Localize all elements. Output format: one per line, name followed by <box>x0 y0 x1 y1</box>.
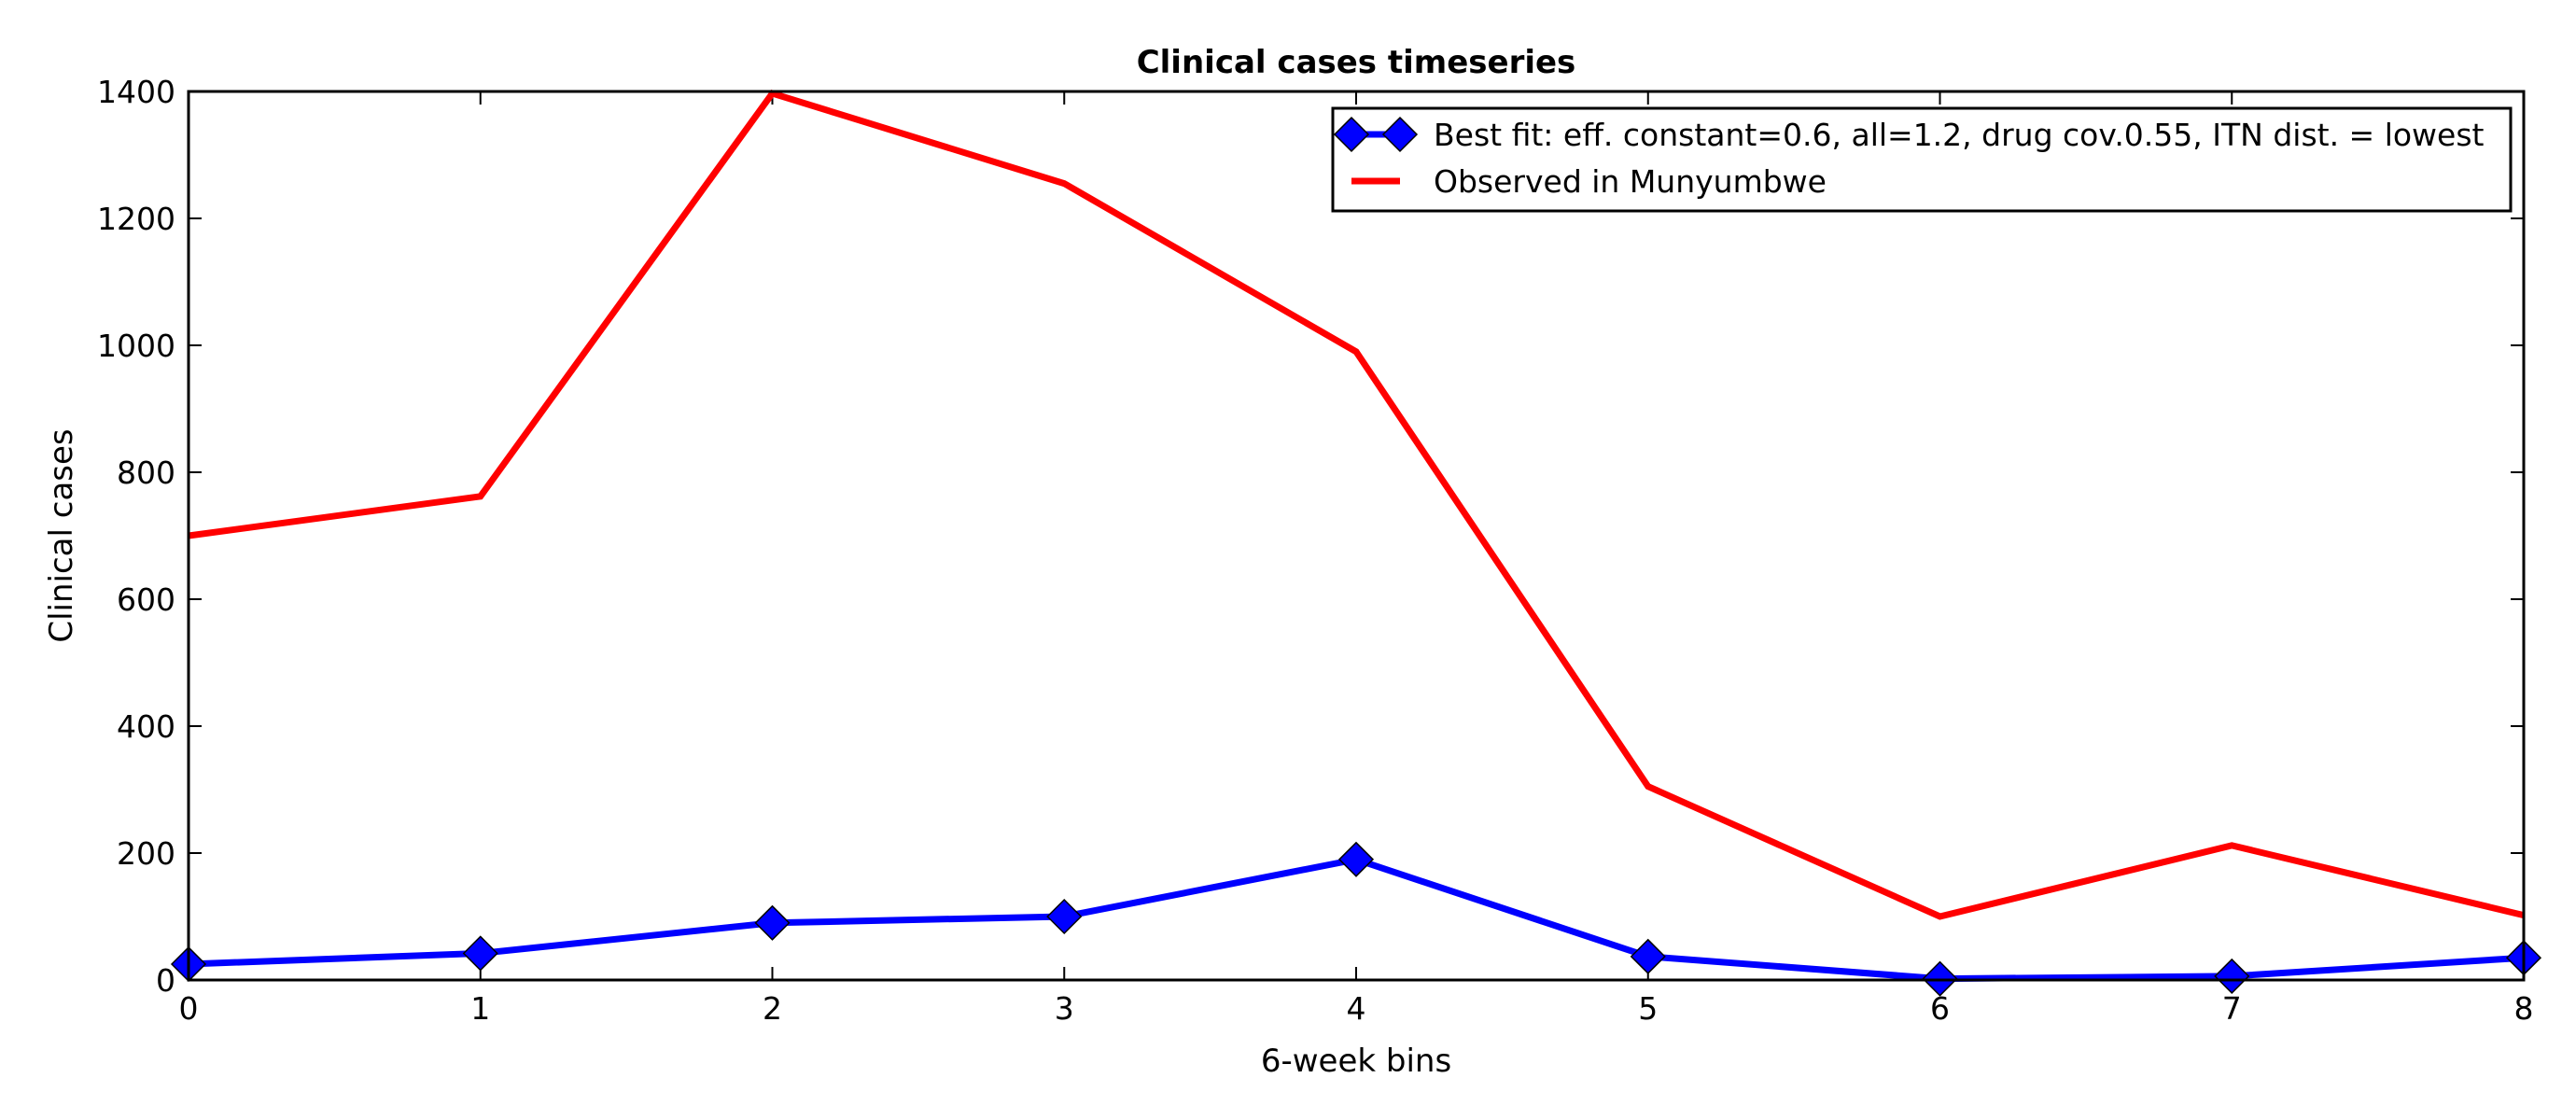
legend-item: Observed in Munyumbwe <box>1351 163 1827 200</box>
data-point <box>2214 958 2250 994</box>
series-line <box>188 856 2525 983</box>
legend-marker <box>1381 116 1419 153</box>
x-tick-label: 3 <box>1055 990 1074 1027</box>
y-tick-label: 1400 <box>97 74 175 110</box>
x-tick-label: 0 <box>179 990 199 1027</box>
x-tick-label: 8 <box>2514 990 2534 1027</box>
legend-marker <box>1333 116 1370 153</box>
y-tick-label: 1200 <box>97 201 175 237</box>
y-tick-label: 600 <box>117 581 175 618</box>
y-tick-label: 0 <box>156 962 175 999</box>
data-point <box>1046 898 1083 935</box>
x-tick-label: 4 <box>1347 990 1366 1027</box>
y-tick-label: 800 <box>117 455 175 491</box>
x-tick-label: 2 <box>763 990 782 1027</box>
y-tick-label: 200 <box>117 835 175 872</box>
data-point <box>1337 841 1375 877</box>
legend: Best fit: eff. constant=0.6, all=1.2, dr… <box>1331 106 2513 213</box>
y-axis-label: Clinical cases <box>43 428 80 642</box>
data-point <box>462 935 498 972</box>
x-axis-label: 6-week bins <box>1261 1043 1451 1080</box>
x-tick-label: 6 <box>1930 990 1950 1027</box>
series-line <box>188 89 2525 920</box>
y-tick-label: 400 <box>117 708 175 745</box>
x-tick-label: 1 <box>470 990 490 1027</box>
legend-label: Observed in Munyumbwe <box>1434 163 1827 200</box>
y-tick-label: 1000 <box>97 328 175 364</box>
series-1 <box>188 89 2525 920</box>
series-layer <box>170 89 2542 997</box>
x-tick-label: 5 <box>1638 990 1658 1027</box>
data-point <box>1630 938 1666 974</box>
data-point <box>754 904 791 941</box>
legend-item: Best fit: eff. constant=0.6, all=1.2, dr… <box>1333 116 2485 153</box>
axis-ticks: 0 1 2 3 4 5 6 7 8 0 200 400 600 800 1000 1200 1400 <box>97 74 2533 1027</box>
plot-frame <box>187 90 2526 982</box>
x-tick-label: 7 <box>2222 990 2242 1027</box>
legend-label: Best fit: eff. constant=0.6, all=1.2, dr… <box>1434 117 2485 153</box>
chart-title: Clinical cases timeseries <box>1137 44 1576 81</box>
legend-box <box>1331 106 2513 213</box>
